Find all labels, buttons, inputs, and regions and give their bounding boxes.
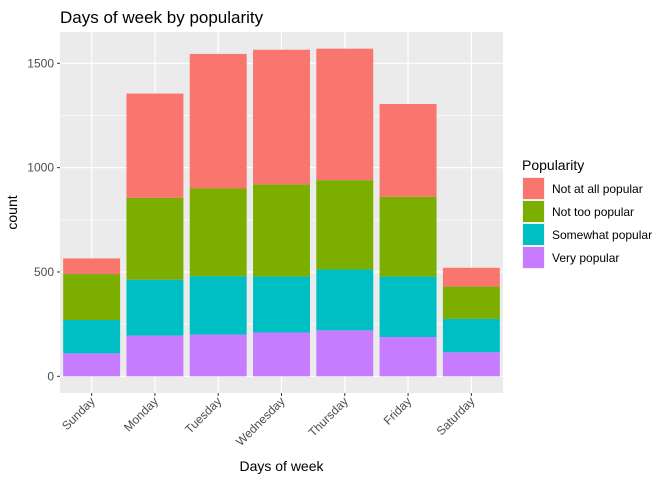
bar-segment: [442, 286, 500, 319]
bar-segment: [253, 276, 310, 333]
y-tick-label: 500: [34, 265, 54, 279]
bar-segment: [189, 334, 247, 377]
x-tick-label: Saturday: [434, 394, 478, 438]
y-tick-label: 1000: [27, 161, 54, 175]
bar-segment: [189, 276, 247, 335]
bar-segment: [442, 267, 500, 287]
legend-swatch: [523, 201, 544, 222]
bar-segment: [253, 332, 310, 377]
bar-segment: [316, 269, 374, 331]
x-tick-label: Monday: [121, 394, 161, 434]
bar-segment: [379, 337, 437, 377]
legend-label: Not too popular: [552, 205, 634, 219]
y-axis-ticks: 0 500 1000 1500: [27, 56, 60, 383]
bar-segment: [63, 274, 121, 320]
bar-segment: [63, 258, 121, 275]
x-tick-label: Tuesday: [182, 394, 224, 436]
bar-segment: [442, 318, 500, 353]
bar-segment: [126, 197, 184, 280]
chart-title: Days of week by popularity: [60, 8, 264, 27]
legend-swatch: [523, 224, 544, 245]
bar-segment: [442, 352, 500, 377]
bar-segment: [316, 180, 374, 270]
bar-segment: [253, 49, 310, 185]
bar-segment: [126, 93, 184, 198]
legend-swatch: [523, 247, 544, 268]
x-tick-label: Wednesday: [233, 394, 288, 449]
legend-swatch: [523, 178, 544, 199]
legend-label: Not at all popular: [552, 182, 643, 196]
bar-segment: [126, 335, 184, 377]
legend-title: Popularity: [522, 157, 584, 173]
x-axis-ticks: Sunday Monday Tuesday Wednesday Thursday Frid…: [59, 393, 477, 449]
bar-segment: [379, 196, 437, 277]
bar-segment: [253, 184, 310, 277]
bar-segment: [126, 279, 184, 336]
bar-segment: [316, 330, 374, 377]
legend-label: Somewhat popular: [552, 228, 652, 242]
bar-segment: [63, 319, 121, 354]
bar-segment: [189, 188, 247, 277]
y-tick-label: 1500: [27, 56, 54, 70]
legend: Popularity Not at all popular Not too pop…: [522, 157, 652, 269]
bars: [63, 48, 500, 377]
bar-segment: [379, 103, 437, 197]
x-tick-label: Sunday: [59, 394, 98, 433]
legend-label: Very popular: [552, 251, 619, 265]
bar-segment: [379, 276, 437, 338]
y-axis-title: count: [4, 195, 20, 229]
y-tick-label: 0: [47, 369, 54, 383]
x-axis-title: Days of week: [239, 458, 324, 474]
bar-segment: [189, 53, 247, 189]
x-tick-label: Friday: [381, 394, 414, 427]
x-tick-label: Thursday: [306, 394, 351, 439]
bar-segment: [316, 48, 374, 181]
bar-segment: [63, 353, 121, 377]
